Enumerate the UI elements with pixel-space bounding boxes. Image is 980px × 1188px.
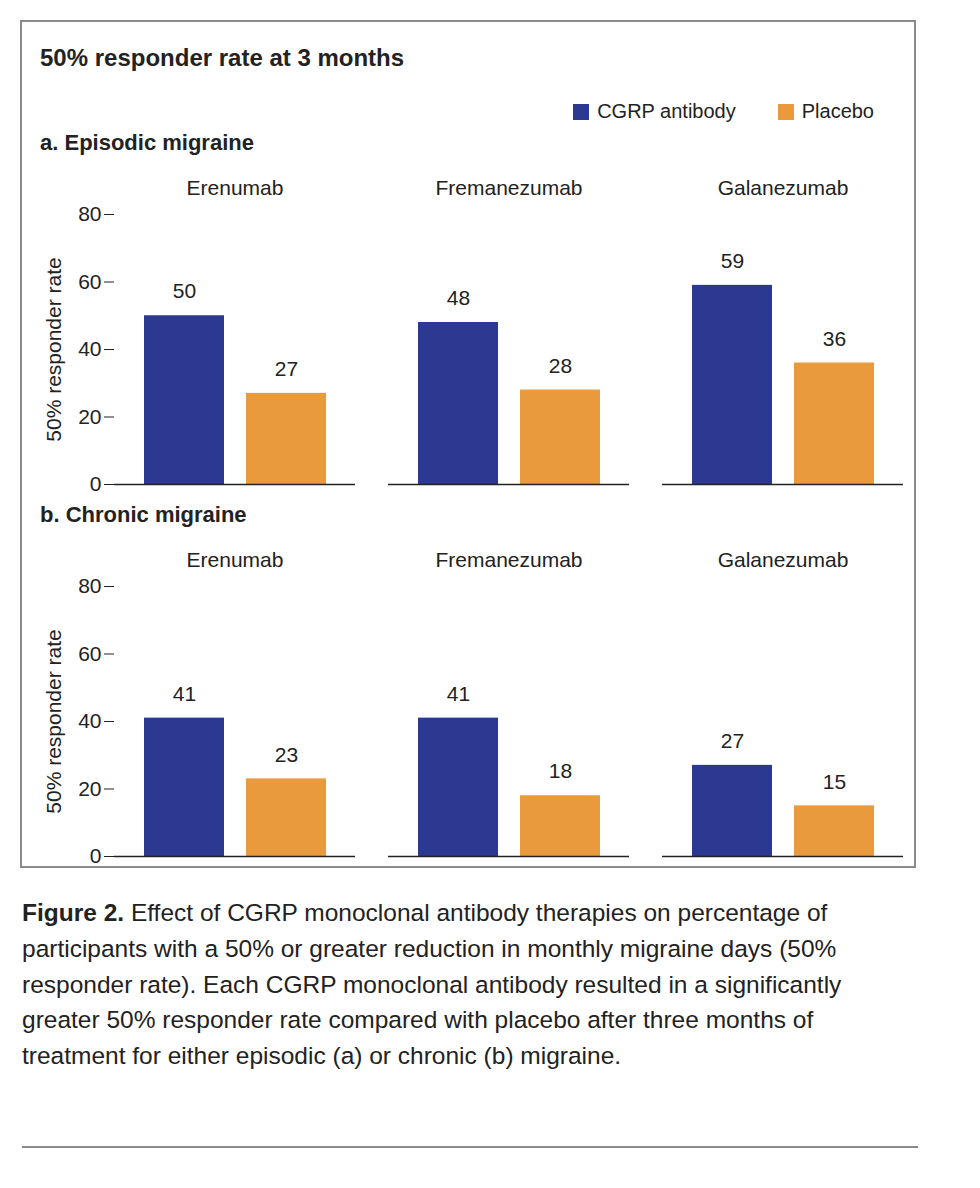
- svg-text:41: 41: [447, 682, 470, 705]
- svg-text:40: 40: [78, 337, 101, 360]
- html-text:CGRP antibody: CGRP antibody: [597, 100, 736, 122]
- svg-text:60: 60: [78, 270, 101, 293]
- svg-text:40: 40: [78, 709, 101, 732]
- svg-text:Erenumab: Erenumab: [187, 548, 284, 571]
- svg-text:60: 60: [78, 642, 101, 665]
- svg-text:Fremanezumab: Fremanezumab: [435, 548, 582, 571]
- svg-text:18: 18: [549, 759, 572, 782]
- html-text:b. Chronic migraine: b. Chronic migraine: [40, 502, 247, 527]
- svg-text:48: 48: [447, 286, 470, 309]
- html-text:50% responder rate at 3 months: 50% responder rate at 3 months: [40, 44, 405, 71]
- html-text:a. Episodic migraine: a. Episodic migraine: [40, 130, 254, 155]
- svg-text:20: 20: [78, 777, 101, 800]
- svg-text:59: 59: [721, 249, 744, 272]
- svg-text:50: 50: [173, 279, 196, 302]
- svg-text:80: 80: [78, 574, 101, 597]
- svg-text:20: 20: [78, 405, 101, 428]
- svg-text:0: 0: [90, 472, 102, 495]
- svg-text:41: 41: [173, 682, 196, 705]
- svg-text:Erenumab: Erenumab: [187, 176, 284, 199]
- svg-text:50% responder rate: 50% responder rate: [42, 257, 65, 441]
- svg-text:Galanezumab: Galanezumab: [718, 548, 849, 571]
- svg-text:50% responder rate: 50% responder rate: [42, 629, 65, 813]
- svg-text:0: 0: [90, 844, 102, 867]
- svg-text:15: 15: [823, 770, 846, 793]
- svg-text:27: 27: [721, 729, 744, 752]
- svg-text:23: 23: [275, 743, 298, 766]
- svg-text:27: 27: [275, 357, 298, 380]
- svg-text:80: 80: [78, 202, 101, 225]
- svg-text:Galanezumab: Galanezumab: [718, 176, 849, 199]
- svg-text:28: 28: [549, 354, 572, 377]
- svg-text:Fremanezumab: Fremanezumab: [435, 176, 582, 199]
- html-text:Placebo: Placebo: [801, 100, 874, 122]
- svg-text:36: 36: [823, 327, 846, 350]
- html-text:Figure 2. Effect of CGRP monoc: Figure 2. Effect of CGRP monoclonal anti…: [22, 899, 842, 1070]
